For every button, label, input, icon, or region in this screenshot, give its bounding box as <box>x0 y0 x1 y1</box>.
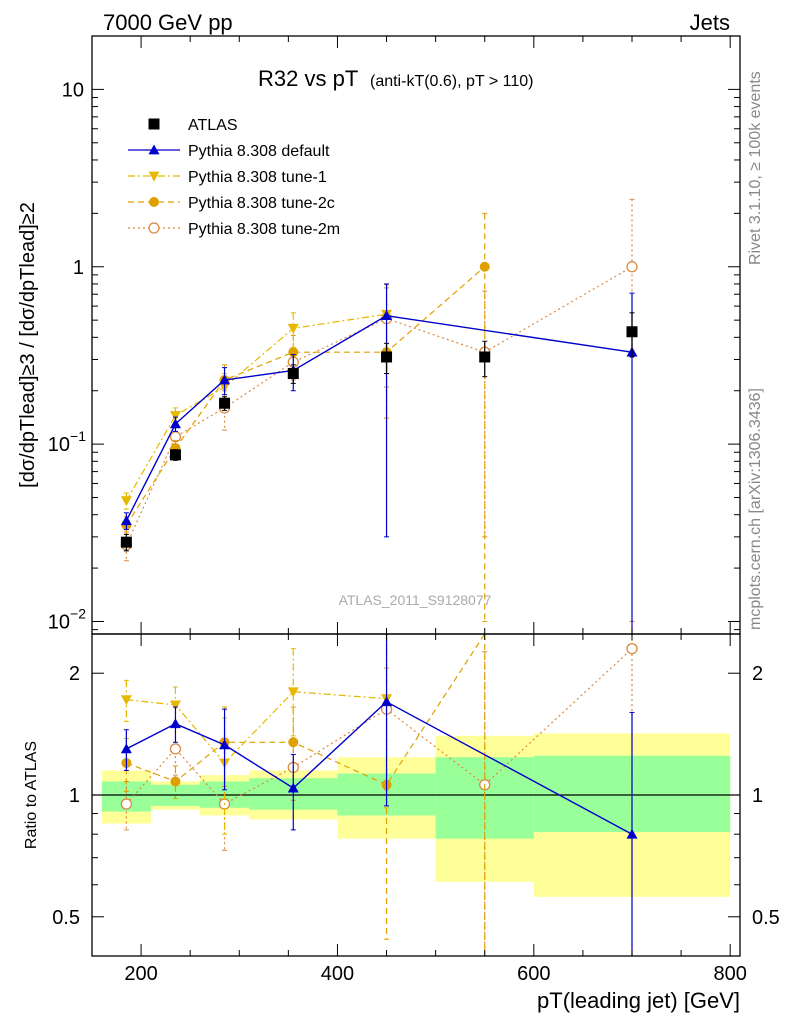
legend-marker <box>148 118 160 130</box>
series-line <box>126 691 387 764</box>
ratio-y-tick-label: 2 <box>69 663 80 685</box>
chart-title-main: R32 vs pT <box>258 66 358 91</box>
data-point <box>479 351 491 363</box>
series-line <box>125 266 486 526</box>
data-point <box>120 536 132 548</box>
data-point <box>479 261 490 272</box>
legend-label: Pythia 8.308 tune-2m <box>188 221 340 238</box>
chart-title-sub: (anti-kT(0.6), pT > 110) <box>370 73 533 90</box>
legend: ATLAS Pythia 8.308 default Pythia 8.308 tu… <box>128 117 340 238</box>
series-line <box>125 266 633 546</box>
data-point <box>287 323 299 334</box>
data-point <box>120 695 132 706</box>
data-point <box>626 261 638 273</box>
data-point <box>626 828 638 839</box>
data-point <box>169 700 181 711</box>
main-y-tick-exponent: −2 <box>70 605 86 621</box>
main-series-pythia-8-308-tune-1 <box>120 284 393 510</box>
legend-entry: Pythia 8.308 default <box>128 143 330 160</box>
x-tick-label: 600 <box>517 963 550 985</box>
data-point <box>219 374 231 385</box>
data-point <box>288 737 299 748</box>
data-point <box>169 743 182 755</box>
legend-label: Pythia 8.308 tune-2c <box>188 195 335 212</box>
type-label: Jets <box>690 10 730 35</box>
main-series-atlas <box>120 312 638 552</box>
ratio-plot-layer <box>92 633 740 957</box>
ratio-y-axis-label: Ratio to ATLAS <box>23 741 40 849</box>
data-point <box>170 776 181 787</box>
chart-title: R32 vs pT (anti-kT(0.6), pT > 110) <box>258 66 533 91</box>
legend-entry: ATLAS <box>148 117 238 134</box>
data-point <box>169 718 181 729</box>
data-point <box>169 449 181 461</box>
main-series-pythia-8-308-default <box>120 283 638 635</box>
legend-marker <box>148 171 160 182</box>
main-plot-layer <box>120 198 638 635</box>
data-point <box>287 687 299 698</box>
legend-marker <box>148 222 160 234</box>
legend-label: Pythia 8.308 tune-1 <box>188 169 327 186</box>
legend-label: ATLAS <box>188 117 238 134</box>
main-y-tick-label: 1 <box>73 257 84 279</box>
data-point <box>120 515 132 526</box>
data-point <box>120 798 133 810</box>
ratio-y-tick-label-right: 2 <box>752 663 763 685</box>
analysis-watermark: ATLAS_2011_S9128077 <box>339 592 492 608</box>
data-point <box>169 411 181 421</box>
data-point <box>219 397 231 409</box>
main-y-tick-label: 10 <box>62 79 84 101</box>
series-line <box>125 314 633 522</box>
mcplots-side-label: mcplots.cern.ch [arXiv:1306.3436] <box>747 388 764 630</box>
data-point <box>120 496 132 507</box>
ratio-y-tick-label-right: 1 <box>752 785 763 807</box>
data-point <box>626 643 638 655</box>
data-point <box>287 368 299 380</box>
data-point <box>169 418 181 429</box>
main-y-axis-label: [dσ/dpTlead]≥3 / [dσ/dpTlead]≥2 <box>17 202 39 488</box>
data-point <box>120 743 132 754</box>
ratio-series-pythia-8-308-default <box>120 633 638 957</box>
data-point <box>381 351 393 363</box>
x-axis-label: pT(leading jet) [GeV] <box>537 988 740 1013</box>
main-series-pythia-8-308-tune-2m <box>120 198 638 622</box>
series-line <box>125 313 387 501</box>
main-y-tick-exponent: −1 <box>70 428 86 444</box>
data-point <box>626 326 638 338</box>
legend-entry: Pythia 8.308 tune-2m <box>128 221 340 238</box>
ratio-y-tick-label: 0.5 <box>52 907 80 929</box>
x-tick-label: 200 <box>124 963 157 985</box>
rivet-side-label: Rivet 3.1.10, ≥ 100k events <box>747 71 764 265</box>
main-y-tick-label: 10 <box>48 611 70 633</box>
x-tick-label: 800 <box>713 963 746 985</box>
data-point <box>219 739 231 750</box>
data-point <box>381 696 393 707</box>
ratio-y-tick-label: 1 <box>69 785 80 807</box>
legend-entry: Pythia 8.308 tune-1 <box>128 169 327 186</box>
legend-label: Pythia 8.308 default <box>188 143 330 160</box>
series-line <box>126 700 633 835</box>
series-line <box>126 633 486 786</box>
data-point <box>287 782 299 793</box>
legend-entry: Pythia 8.308 tune-2c <box>128 195 335 212</box>
legend-marker <box>148 144 160 155</box>
legend-marker <box>149 197 159 207</box>
x-tick-label: 400 <box>321 963 354 985</box>
energy-label: 7000 GeV pp <box>103 10 233 35</box>
data-point <box>381 310 393 321</box>
main-y-tick-label: 10 <box>48 434 70 456</box>
ratio-y-tick-label-right: 0.5 <box>752 907 780 929</box>
